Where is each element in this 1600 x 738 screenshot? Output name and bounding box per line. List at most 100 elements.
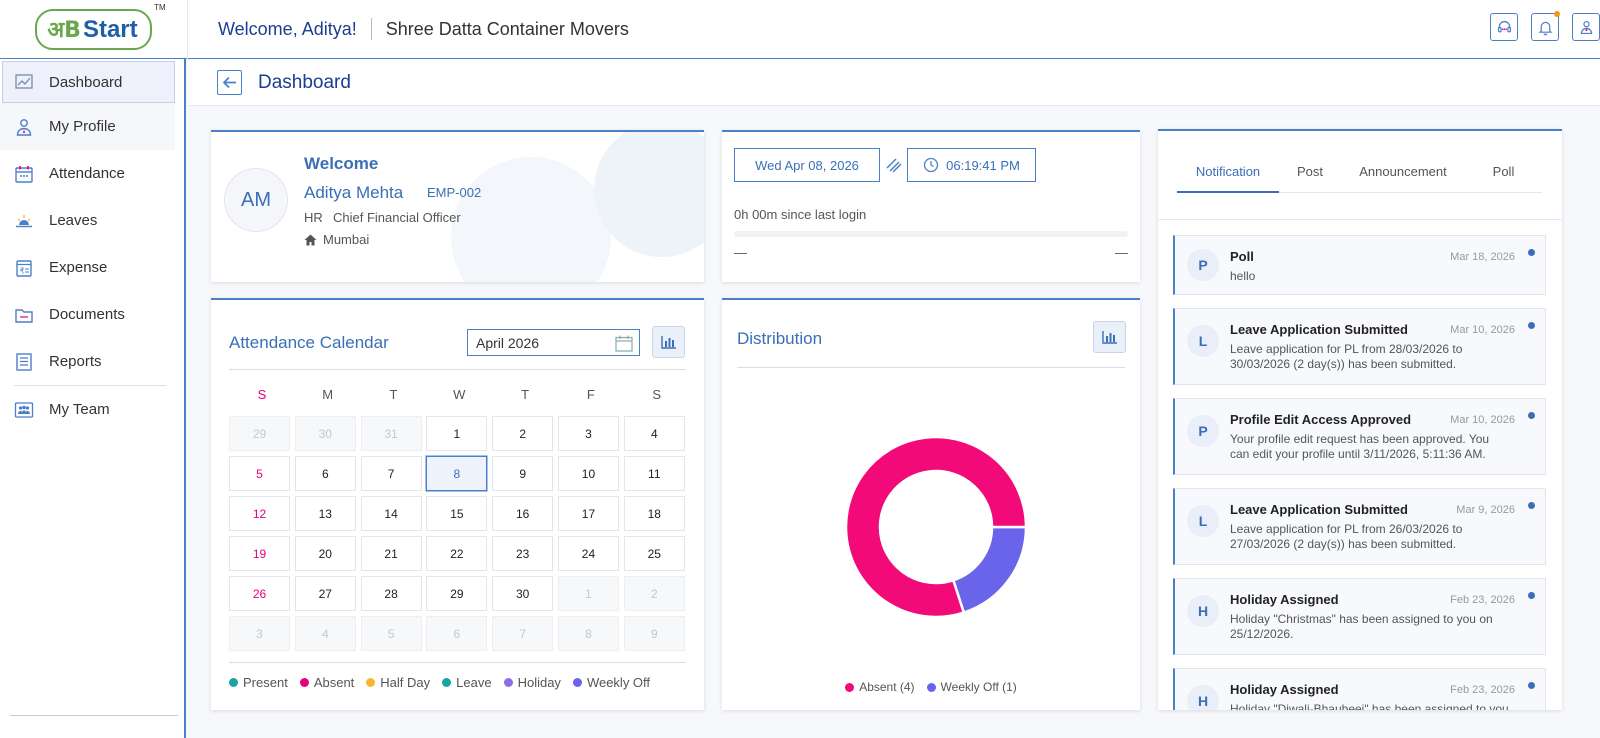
calendar-day[interactable]: 4 <box>623 416 685 451</box>
sidebar-item-my-team[interactable]: My Team <box>0 386 184 433</box>
notification-item[interactable]: P Profile Edit Access Approved Mar 10, 202… <box>1173 398 1546 475</box>
calendar-day[interactable]: 15 <box>426 496 488 531</box>
calendar-day[interactable]: 24 <box>557 536 619 571</box>
sidebar-item-leaves[interactable]: Leaves <box>0 197 184 244</box>
legend-swatch <box>926 682 936 692</box>
calendar-day[interactable]: 5 <box>360 616 422 651</box>
calendar-day[interactable]: 18 <box>623 496 685 531</box>
folder-icon <box>14 305 34 325</box>
employee-id: EMP-002 <box>427 185 482 200</box>
distribution-chart-button[interactable] <box>1093 321 1126 353</box>
calendar-day[interactable]: 26 <box>229 576 290 611</box>
calendar-day[interactable]: 31 <box>360 416 422 451</box>
legend-label: Weekly Off (1) <box>940 680 1017 694</box>
notification-avatar: H <box>1187 685 1219 710</box>
calendar-day[interactable]: 30 <box>492 576 554 611</box>
logo-trademark: TM <box>154 2 166 12</box>
calendar-day[interactable]: 7 <box>360 456 422 491</box>
calendar-day[interactable]: 21 <box>360 536 422 571</box>
weekday-label: T <box>521 387 530 402</box>
sidebar-item-attendance[interactable]: Attendance <box>0 150 184 197</box>
support-button[interactable] <box>1490 13 1518 41</box>
calendar-day[interactable]: 9 <box>492 456 554 491</box>
calendar-day[interactable]: 8 <box>557 616 619 651</box>
calendar-day[interactable]: 13 <box>294 496 356 531</box>
calendar-day[interactable]: 7 <box>492 616 554 651</box>
donut-slice-weekly-off[interactable] <box>951 525 1028 615</box>
tab-announcement[interactable]: Announcement <box>1359 164 1447 179</box>
calendar-day[interactable]: 6 <box>294 456 356 491</box>
month-picker[interactable]: April 2026 <box>467 329 640 356</box>
calendar-day[interactable]: 9 <box>623 616 685 651</box>
logo-mark: अB Start TM <box>35 3 166 50</box>
notification-item[interactable]: L Leave Application Submitted Mar 10, 2026… <box>1173 308 1546 385</box>
app-logo[interactable]: अB Start TM <box>0 0 188 59</box>
page-title: Dashboard <box>258 71 351 93</box>
calendar-day[interactable]: 11 <box>623 456 685 491</box>
notification-date: Mar 18, 2026 <box>1450 251 1515 263</box>
notification-item[interactable]: H Holiday Assigned Feb 23, 2026 Holiday "Di… <box>1173 668 1546 710</box>
calendar-chart-button[interactable] <box>652 326 685 358</box>
calendar-day[interactable]: 25 <box>623 536 685 571</box>
calendar-day[interactable]: 10 <box>557 456 619 491</box>
notification-item[interactable]: L Leave Application Submitted Mar 9, 2026 L… <box>1173 488 1546 565</box>
tab-poll[interactable]: Poll <box>1492 164 1515 179</box>
legend-label: Present <box>243 675 288 690</box>
calendar-day[interactable]: 19 <box>229 536 290 571</box>
calendar-day-today[interactable]: 8 <box>426 456 488 491</box>
sidebar-item-label: My Profile <box>49 118 116 135</box>
sidebar-item-reports[interactable]: Reports <box>0 338 184 385</box>
calendar-day[interactable]: 29 <box>426 576 488 611</box>
legend-label: Half Day <box>380 675 431 690</box>
user-menu-button[interactable] <box>1572 13 1600 41</box>
sun-icon <box>14 211 34 231</box>
calendar-day[interactable]: 16 <box>492 496 554 531</box>
sidebar-item-my-profile[interactable]: My Profile <box>0 103 175 150</box>
calendar-day[interactable]: 1 <box>557 576 619 611</box>
unread-indicator <box>1528 249 1535 256</box>
calendar-day[interactable]: 3 <box>229 616 290 651</box>
calendar-day[interactable]: 2 <box>492 416 554 451</box>
legend-item: Weekly Off (1) <box>926 680 1017 694</box>
notification-body: Leave application for PL from 26/03/2026… <box>1230 522 1463 551</box>
legend-swatch <box>572 678 582 687</box>
calendar-day[interactable]: 14 <box>360 496 422 531</box>
unread-indicator <box>1528 322 1535 329</box>
calendar-day[interactable]: 4 <box>294 616 356 651</box>
report-icon <box>14 352 34 372</box>
legend-label: Absent <box>313 675 355 690</box>
tab-post[interactable]: Post <box>1296 164 1323 179</box>
tab-notification[interactable]: Notification <box>1177 153 1279 193</box>
notification-item[interactable]: P Poll Mar 18, 2026 hello <box>1173 235 1546 295</box>
calendar-day[interactable]: 6 <box>426 616 488 651</box>
location-text: Mumbai <box>323 232 370 247</box>
calendar-day[interactable]: 23 <box>492 536 554 571</box>
calendar-day[interactable]: 5 <box>229 456 290 491</box>
donut-slice-absent[interactable] <box>844 435 1028 619</box>
sidebar-item-label: Documents <box>49 306 125 323</box>
legend-item: Absent <box>299 675 355 690</box>
notifications-button[interactable] <box>1531 11 1560 41</box>
calendar-day[interactable]: 2 <box>623 576 685 611</box>
calendar-day[interactable]: 17 <box>557 496 619 531</box>
back-button[interactable] <box>217 70 242 95</box>
calendar-day[interactable]: 30 <box>294 416 356 451</box>
notification-item[interactable]: H Holiday Assigned Feb 23, 2026 Holiday "Ch… <box>1173 578 1546 655</box>
sidebar-item-dashboard[interactable]: Dashboard <box>2 61 175 103</box>
calendar-day[interactable]: 27 <box>294 576 356 611</box>
attendance-calendar-card: Attendance Calendar April 2026 S M T W T F S 2… <box>211 298 704 710</box>
sidebar-item-expense[interactable]: ₹ Expense <box>0 244 184 291</box>
calendar-day[interactable]: 20 <box>294 536 356 571</box>
bar-chart-icon <box>1101 331 1117 344</box>
bar-chart-icon <box>660 336 676 349</box>
progress-end-label: — <box>1115 245 1128 260</box>
calendar-day[interactable]: 12 <box>229 496 290 531</box>
calendar-day[interactable]: 3 <box>557 416 619 451</box>
calendar-day[interactable]: 29 <box>229 416 290 451</box>
calendar-day[interactable]: 22 <box>426 536 488 571</box>
calendar-day[interactable]: 28 <box>360 576 422 611</box>
calendar-day[interactable]: 1 <box>426 416 488 451</box>
employee-location: Mumbai <box>304 232 369 247</box>
sidebar-item-documents[interactable]: Documents <box>0 291 184 338</box>
svg-text:₹: ₹ <box>20 266 25 275</box>
